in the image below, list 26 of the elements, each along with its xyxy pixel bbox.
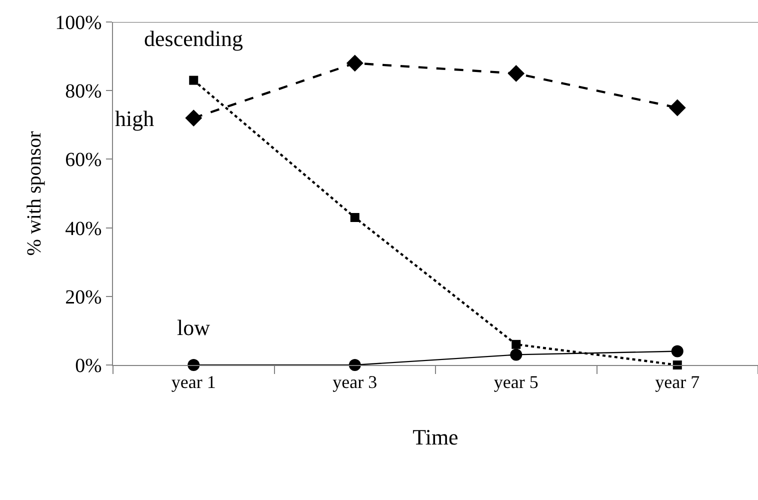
y-tick-label: 80% [65,80,102,103]
y-tick-label: 0% [75,355,102,377]
point [671,345,684,358]
point [508,65,525,82]
point [189,76,198,85]
point [668,99,686,116]
y-tick-label: 100% [55,12,102,34]
point [188,359,200,371]
x-tick-label: year 3 [332,372,378,392]
series-label: high [115,106,154,131]
y-tick-label: 20% [65,286,102,308]
y-tick-label: 40% [65,218,102,240]
y-tick-label: 60% [65,149,102,172]
point [185,110,202,126]
point [346,54,364,72]
point [348,359,361,371]
series-label: low [177,315,210,340]
y-axis-title: % with sponsor [24,130,46,256]
series-label: descending [144,26,243,51]
point [350,213,360,222]
x-tick-label: year 1 [171,372,216,392]
point [510,348,522,361]
x-tick-label: year 5 [494,372,538,392]
x-tick-label: year 7 [655,372,700,392]
point [512,340,521,349]
x-axis-title: Time [412,424,458,450]
